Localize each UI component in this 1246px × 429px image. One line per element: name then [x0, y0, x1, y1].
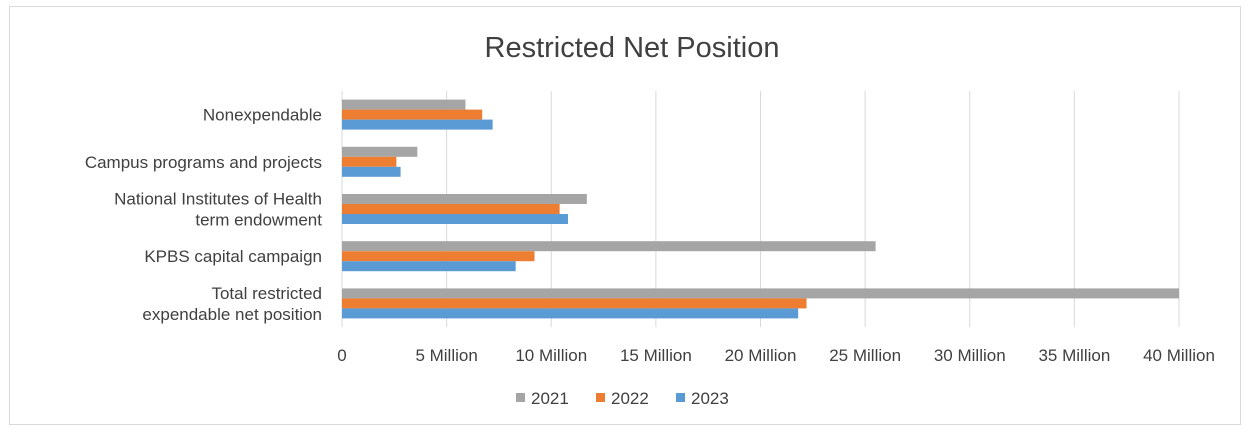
bar	[342, 308, 799, 319]
legend-swatch	[596, 393, 605, 402]
x-tick-label: 35 Million	[1038, 346, 1110, 365]
x-tick-label: 25 Million	[829, 346, 901, 365]
x-tick-label: 20 Million	[725, 346, 797, 365]
bar	[342, 99, 466, 110]
bar	[342, 166, 401, 177]
x-tick-label: 40 Million	[1143, 346, 1215, 365]
bar	[342, 119, 493, 130]
category-label: Total restricted	[211, 284, 322, 303]
bar	[342, 298, 807, 309]
bar	[342, 241, 876, 252]
legend-label: 2023	[691, 389, 729, 408]
category-label: National Institutes of Health	[114, 190, 322, 209]
legend-swatch	[676, 393, 685, 402]
category-label: Nonexpendable	[203, 106, 322, 125]
bar	[342, 194, 587, 204]
category-label: Campus programs and projects	[85, 153, 322, 172]
x-tick-label: 15 Million	[620, 346, 692, 365]
legend-swatch	[516, 393, 525, 402]
bar	[342, 261, 516, 272]
bar	[342, 156, 397, 167]
category-labels: Nonexpendable Campus programs and project…	[85, 106, 322, 324]
x-tick-label: 30 Million	[934, 346, 1006, 365]
legend: 2021 2022 2023	[516, 389, 729, 408]
bar	[342, 214, 568, 224]
x-tick-labels: 0 5 Million 10 Million 15 Million 20 Million…	[337, 346, 1215, 365]
bar	[342, 251, 535, 262]
bars	[342, 99, 1179, 319]
bar	[342, 204, 560, 214]
legend-label: 2021	[531, 389, 569, 408]
category-label: term endowment	[195, 211, 322, 230]
category-label: KPBS capital campaign	[144, 247, 322, 266]
restricted-net-position-chart: Restricted Net Position Nonexpendable Cam…	[85, 32, 1215, 408]
legend-label: 2022	[611, 389, 649, 408]
x-tick-label: 0	[337, 346, 346, 365]
bar	[342, 109, 483, 120]
chart-title: Restricted Net Position	[485, 32, 780, 64]
bar	[342, 288, 1179, 299]
x-tick-label: 5 Million	[415, 346, 477, 365]
chart-frame: Restricted Net Position Nonexpendable Cam…	[9, 6, 1241, 425]
x-tick-label: 10 Million	[515, 346, 587, 365]
gridlines	[341, 91, 1180, 327]
bar	[342, 146, 418, 157]
category-label: expendable net position	[142, 305, 322, 324]
